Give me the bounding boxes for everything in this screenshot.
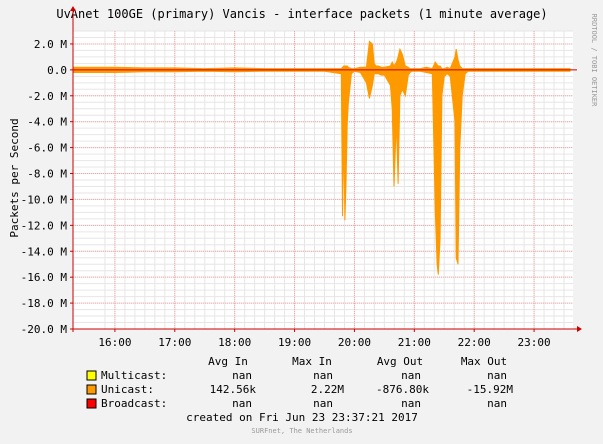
legend-header-avg-out: Avg Out: [377, 355, 423, 368]
footer-credit: SURFnet, The Netherlands: [251, 427, 352, 435]
x-tick-label: 19:00: [278, 336, 311, 349]
side-label: RRDTOOL / TOBI OETIKER: [590, 14, 598, 108]
y-tick-label: -14.0 M: [21, 245, 68, 258]
legend-swatch-unicast: [86, 384, 97, 395]
legend-value: nan: [487, 397, 507, 410]
axes: [70, 6, 582, 332]
legend-header-max-out: Max Out: [461, 355, 507, 368]
y-tick-label: -10.0 M: [21, 193, 68, 206]
legend-value: nan: [401, 369, 421, 382]
legend-swatch-broadcast: [86, 398, 97, 409]
legend-value: nan: [487, 369, 507, 382]
legend-value: 142.56k: [210, 383, 257, 396]
legend-label-broadcast: Broadcast:: [101, 397, 167, 410]
y-tick-label: -18.0 M: [21, 297, 68, 310]
chart-title: UvAnet 100GE (primary) Vancis - interfac…: [56, 7, 547, 21]
y-tick-label: -20.0 M: [21, 323, 68, 336]
y-tick-label: -16.0 M: [21, 271, 68, 284]
created-timestamp: created on Fri Jun 23 23:37:21 2017: [186, 411, 418, 424]
x-tick-label: 23:00: [518, 336, 551, 349]
x-tick-label: 22:00: [458, 336, 491, 349]
y-tick-label: -2.0 M: [27, 90, 67, 103]
legend-label-multicast: Multicast:: [101, 369, 167, 382]
x-tick-label: 21:00: [398, 336, 431, 349]
legend-value: nan: [401, 397, 421, 410]
series-layer: [72, 40, 571, 275]
legend-value: 2.22M: [311, 383, 344, 396]
y-tick-label: 0.0: [47, 64, 67, 77]
y-axis-arrow: [70, 6, 76, 11]
x-tick-label: 18:00: [218, 336, 251, 349]
legend-label-unicast: Unicast:: [101, 383, 154, 396]
legend: Avg In Max In Avg Out Max Out Multicast:…: [86, 355, 514, 410]
series-area-unicast: [72, 40, 571, 275]
y-tick-label: -6.0 M: [27, 142, 67, 155]
y-tick-label: -12.0 M: [21, 219, 68, 232]
legend-value: -15.92M: [467, 383, 514, 396]
legend-swatch-multicast: [86, 370, 97, 381]
legend-value: nan: [313, 397, 333, 410]
y-tick-label: -8.0 M: [27, 168, 67, 181]
y-tick-label: 2.0 M: [34, 38, 67, 51]
legend-value: nan: [232, 397, 252, 410]
legend-header-avg-in: Avg In: [208, 355, 248, 368]
x-tick-labels: 16:00 17:00 18:00 19:00 20:00 21:00 22:00 23:00: [98, 336, 550, 349]
y-tick-labels: 2.0 M 0.0 -2.0 M -4.0 M -6.0 M -8.0 M -10.0 M -…: [21, 38, 68, 336]
y-axis-label: Packets per Second: [8, 118, 21, 237]
x-axis-arrow: [577, 326, 582, 332]
x-tick-label: 17:00: [158, 336, 191, 349]
legend-value: nan: [313, 369, 333, 382]
legend-header-max-in: Max In: [292, 355, 332, 368]
y-tick-label: -4.0 M: [27, 116, 67, 129]
legend-value: -876.80k: [376, 383, 429, 396]
legend-value: nan: [232, 369, 252, 382]
x-tick-label: 20:00: [338, 336, 371, 349]
x-tick-label: 16:00: [98, 336, 131, 349]
